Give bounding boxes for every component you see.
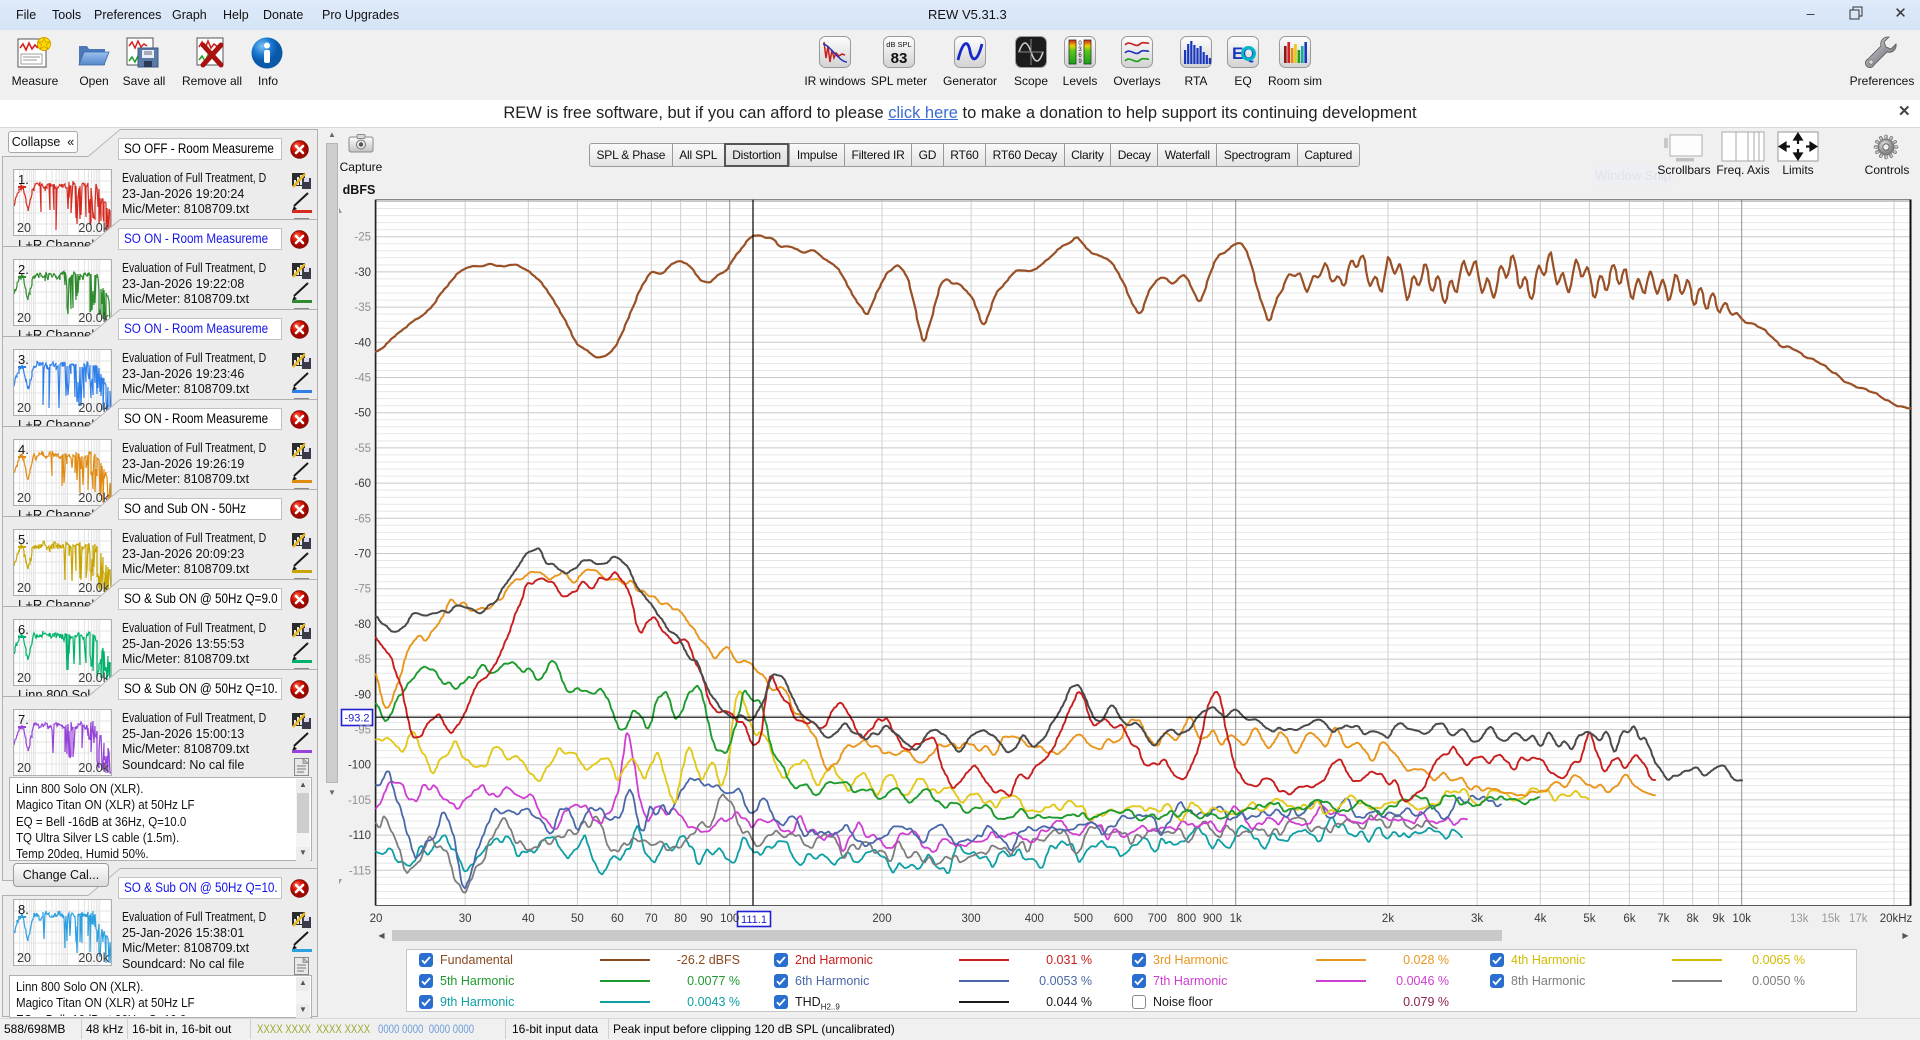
svg-text:50: 50 (571, 913, 584, 925)
svg-text:8k: 8k (1687, 913, 1699, 925)
svg-text:E: E (1232, 44, 1243, 63)
svg-text:dB SPL: dB SPL (886, 40, 911, 49)
svg-text:-25: -25 (354, 232, 371, 244)
svg-text:400: 400 (1025, 913, 1044, 925)
svg-text:-55: -55 (354, 443, 371, 455)
svg-text:90: 90 (700, 913, 713, 925)
svg-text:600: 600 (1114, 913, 1133, 925)
svg-text:-45: -45 (354, 373, 371, 385)
svg-text:111.1: 111.1 (741, 914, 767, 926)
svg-text:40: 40 (522, 913, 535, 925)
svg-text:-80: -80 (354, 619, 371, 631)
svg-text:15k: 15k (1822, 913, 1841, 925)
svg-text:-50: -50 (354, 408, 371, 420)
svg-text:0: 0 (1078, 41, 1082, 47)
svg-text:20: 20 (370, 913, 383, 925)
svg-text:1k: 1k (1230, 913, 1242, 925)
svg-text:-115: -115 (349, 865, 371, 877)
svg-text:70: 70 (645, 913, 658, 925)
svg-text:-40: -40 (354, 337, 371, 349)
svg-text:-35: -35 (354, 302, 371, 314)
svg-text:800: 800 (1177, 913, 1196, 925)
svg-text:9k: 9k (1712, 913, 1724, 925)
svg-text:500: 500 (1074, 913, 1093, 925)
svg-text:-90: -90 (354, 689, 371, 701)
svg-text:20kHz: 20kHz (1880, 913, 1913, 925)
svg-text:83: 83 (891, 50, 908, 67)
svg-text:4k: 4k (1534, 913, 1546, 925)
svg-text:-93.2: -93.2 (344, 713, 369, 725)
svg-text:13k: 13k (1790, 913, 1809, 925)
svg-text:300: 300 (962, 913, 981, 925)
svg-text:80: 80 (674, 913, 687, 925)
svg-text:7k: 7k (1657, 913, 1669, 925)
svg-text:2k: 2k (1382, 913, 1394, 925)
svg-text:-30: -30 (354, 267, 371, 279)
svg-text:900: 900 (1203, 913, 1222, 925)
svg-text:17k: 17k (1849, 913, 1868, 925)
svg-text:-100: -100 (348, 760, 371, 772)
svg-text:-75: -75 (354, 584, 371, 596)
svg-text:60: 60 (611, 913, 624, 925)
svg-text:6: 6 (1078, 53, 1082, 59)
svg-text:-95: -95 (354, 725, 371, 737)
svg-text:3: 3 (1078, 47, 1082, 53)
svg-text:3k: 3k (1471, 913, 1483, 925)
svg-text:200: 200 (872, 913, 891, 925)
svg-text:5k: 5k (1583, 913, 1595, 925)
svg-text:700: 700 (1148, 913, 1167, 925)
svg-text:-110: -110 (349, 830, 371, 842)
svg-text:30: 30 (459, 913, 472, 925)
svg-text:-65: -65 (354, 513, 371, 525)
svg-text:100: 100 (720, 913, 739, 925)
svg-text:-60: -60 (354, 478, 371, 490)
svg-text:-70: -70 (354, 549, 371, 561)
svg-text:-105: -105 (348, 795, 371, 807)
svg-text:9: 9 (1078, 59, 1082, 65)
svg-text:6k: 6k (1623, 913, 1635, 925)
svg-text:10k: 10k (1732, 913, 1751, 925)
svg-text:-85: -85 (354, 654, 371, 666)
